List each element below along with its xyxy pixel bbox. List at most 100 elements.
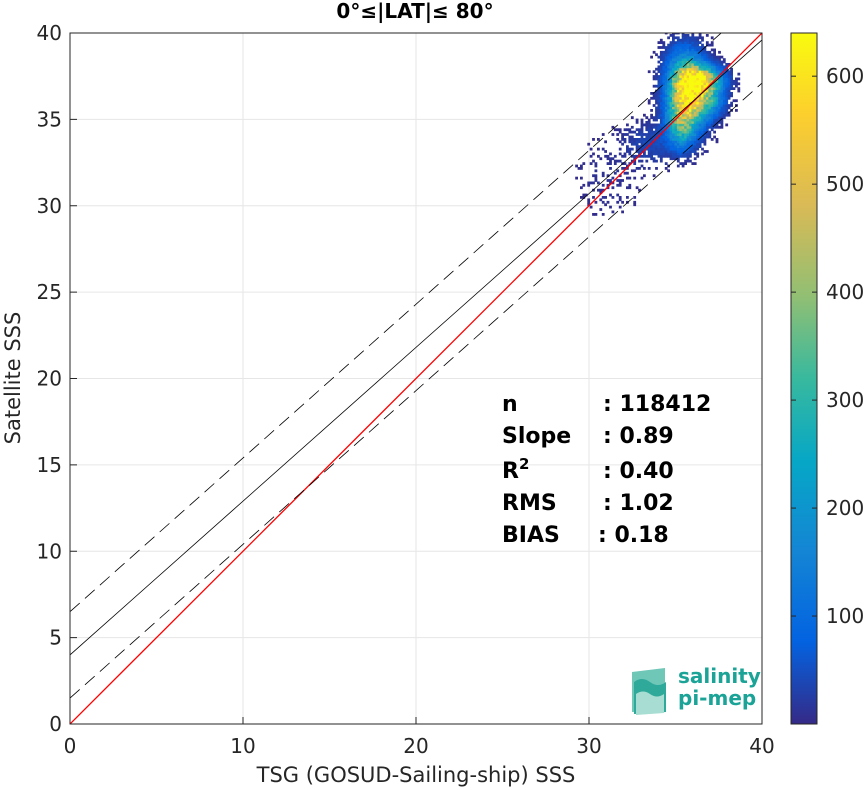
density-cell	[575, 176, 578, 180]
density-cell	[633, 142, 637, 146]
density-cell	[676, 154, 680, 158]
density-cell	[679, 128, 683, 132]
density-cell	[662, 121, 666, 124]
density-cell	[657, 138, 661, 141]
density-cell	[652, 92, 656, 95]
density-cell	[715, 82, 719, 86]
density-cell	[681, 135, 685, 139]
stat-value: : 118412	[603, 392, 711, 417]
density-cell	[713, 89, 716, 93]
density-cell	[676, 133, 680, 136]
density-cell	[652, 116, 656, 119]
density-cell	[672, 96, 675, 100]
density-cell	[705, 111, 709, 115]
density-cell	[667, 101, 670, 105]
density-cell	[672, 43, 675, 47]
density-cell	[691, 89, 695, 93]
density-cell	[662, 50, 666, 54]
density-cell	[662, 128, 666, 132]
density-cell	[693, 142, 697, 146]
density-cell	[689, 94, 692, 98]
density-cell	[718, 50, 721, 54]
density-cell	[657, 150, 661, 153]
density-cell	[715, 94, 719, 98]
density-cell	[693, 140, 697, 144]
density-cell	[689, 138, 692, 141]
density-cell	[667, 145, 670, 148]
density-cell	[669, 140, 673, 144]
density-cell	[689, 53, 692, 57]
density-cell	[655, 133, 658, 136]
density-cell	[645, 145, 649, 148]
density-cell	[701, 65, 704, 69]
density-cell	[676, 58, 680, 61]
density-cell	[727, 96, 731, 100]
density-cell	[698, 65, 702, 69]
density-cell	[679, 101, 683, 105]
density-cell	[720, 65, 724, 69]
density-cell	[730, 77, 733, 81]
density-cell	[689, 79, 692, 83]
density-cell	[672, 154, 675, 158]
density-cell	[686, 154, 690, 158]
density-cell	[705, 70, 709, 74]
density-cell	[667, 79, 670, 83]
density-cell	[684, 145, 687, 148]
density-cell	[676, 96, 680, 100]
one-to-one-line	[70, 33, 762, 724]
density-cell	[640, 128, 644, 132]
density-cell	[672, 138, 675, 141]
density-cell	[647, 140, 651, 144]
density-cell	[705, 104, 709, 107]
density-cell	[715, 116, 719, 119]
density-cell	[652, 140, 656, 144]
density-cell	[655, 130, 658, 134]
density-cell	[684, 125, 687, 129]
density-cell	[664, 53, 668, 57]
density-cell	[691, 147, 695, 151]
density-cell	[691, 79, 695, 83]
density-cell	[640, 125, 644, 129]
density-cell	[696, 63, 700, 66]
density-cell	[718, 67, 721, 71]
density-cell	[713, 125, 716, 129]
density-cell	[652, 75, 656, 78]
density-cell	[623, 138, 627, 141]
density-cell	[664, 152, 668, 156]
stat-label-superscript: 2	[519, 455, 529, 473]
density-cell	[701, 50, 704, 54]
density-cell	[674, 77, 678, 81]
density-cell	[662, 41, 666, 44]
density-cell	[652, 135, 656, 139]
density-cell	[662, 89, 666, 93]
density-cell	[676, 70, 680, 74]
density-cell	[676, 82, 680, 86]
density-cell	[722, 113, 726, 117]
density-cell	[686, 65, 690, 69]
density-cell	[650, 157, 653, 161]
density-cell	[669, 84, 673, 88]
density-cell	[672, 46, 675, 49]
density-cell	[718, 65, 721, 69]
density-cell	[686, 41, 690, 44]
density-cell	[657, 113, 661, 117]
density-cell	[667, 135, 670, 139]
density-cell	[730, 72, 733, 76]
density-cell	[684, 34, 687, 37]
y-tick-label: 35	[37, 107, 62, 131]
density-cell	[679, 150, 683, 153]
density-cell	[681, 106, 685, 110]
density-cell	[679, 75, 683, 78]
density-cell	[601, 147, 605, 151]
density-cell	[650, 130, 653, 134]
density-cell	[698, 142, 702, 146]
density-cell	[701, 72, 704, 76]
density-cell	[705, 133, 709, 136]
density-cell	[698, 128, 702, 132]
density-cell	[705, 55, 709, 59]
density-cell	[633, 162, 637, 165]
density-cell	[720, 60, 724, 64]
density-cell	[679, 118, 683, 122]
density-cell	[686, 92, 690, 95]
density-cell	[693, 106, 697, 110]
